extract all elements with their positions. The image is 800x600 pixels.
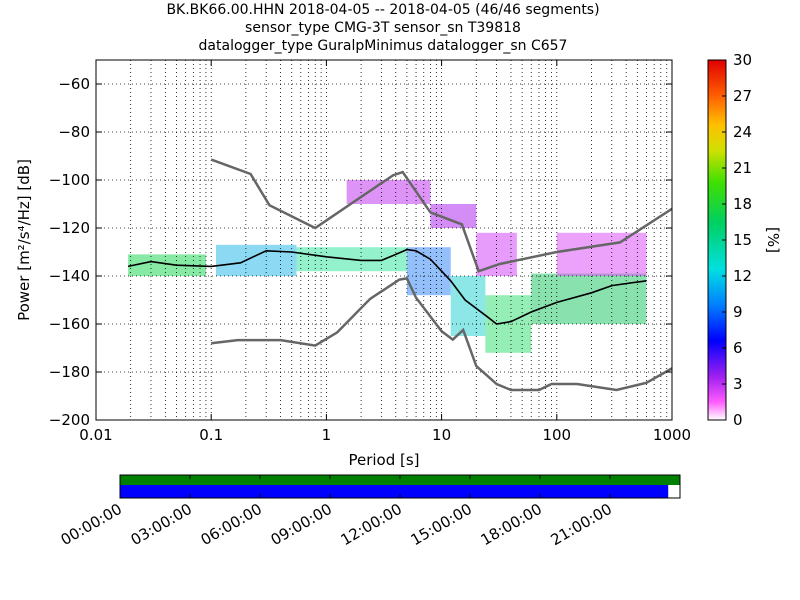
chart-title-line-2: sensor_type CMG-3T sensor_sn T39818 (245, 20, 521, 36)
plot-frame (95, 59, 673, 421)
x-axis-label: Period [s] (348, 451, 419, 469)
y-tick-label: −140 (49, 267, 90, 285)
timeline-time-label: 03:00:00 (128, 500, 195, 549)
y-tick-label: −120 (49, 219, 90, 237)
colorbar-tick-label: 15 (733, 231, 752, 249)
density-band (215, 244, 297, 276)
colorbar-tick-label: 21 (733, 159, 752, 177)
low-noise-model-line (211, 277, 672, 392)
timeline-top-bar (120, 475, 680, 485)
x-tick-label: 1 (322, 426, 332, 444)
timeline-time-label: 00:00:00 (58, 500, 125, 549)
colorbar-tick-label: 3 (733, 375, 743, 393)
x-tick-label: 0.1 (199, 426, 223, 444)
timeline-time-label: 18:00:00 (478, 500, 545, 549)
high-noise-model-line (210, 158, 672, 273)
timeline-time-label: 09:00:00 (268, 500, 335, 549)
density-band (450, 276, 486, 336)
timeline-time-label: 15:00:00 (408, 500, 475, 549)
x-tick-label: 10 (432, 426, 451, 444)
colorbar-tick-label: 27 (733, 87, 752, 105)
x-axis-ticks: 0.01 0.1 1 10 100 1000 (79, 60, 691, 444)
mode-line (127, 248, 647, 325)
colorbar-tick-label: 12 (733, 267, 752, 285)
y-tick-label: −180 (49, 363, 90, 381)
density-band (406, 247, 451, 296)
chart-title-line-1: BK.BK66.00.HHN 2018-04-05 -- 2018-04-05 … (166, 2, 600, 18)
colorbar-tick-label: 9 (733, 303, 743, 321)
colorbar-tick-label: 0 (733, 411, 743, 429)
y-tick-label: −80 (58, 123, 90, 141)
density-band (556, 232, 647, 276)
timeline-time-label: 21:00:00 (548, 500, 615, 549)
colorbar-tick-label: 30 (733, 51, 752, 69)
data-coverage-timeline: 00:00:00 03:00:00 06:00:00 09:00:00 12:00:00… (58, 474, 681, 549)
y-tick-label: −100 (49, 171, 90, 189)
y-tick-label: −60 (58, 75, 90, 93)
timeline-time-label: 12:00:00 (338, 500, 405, 549)
chart-title-line-3: datalogger_type GuralpMinimus datalogger… (198, 38, 568, 54)
y-tick-label: −160 (49, 315, 90, 333)
density-band (531, 273, 647, 324)
colorbar-tick-label: 6 (733, 339, 743, 357)
y-tick-label: −200 (49, 411, 90, 429)
x-tick-label: 1000 (653, 426, 691, 444)
y-axis-ticks: −60 −80 −100 −120 −140 −160 −180 −200 (49, 75, 672, 429)
density-band (128, 254, 206, 276)
y-axis-label: Power [m²/s⁴/Hz] [dB] (15, 159, 33, 321)
noise-model-curves (127, 158, 672, 392)
colorbar-label: [%] (764, 227, 782, 253)
colorbar-tick-label: 24 (733, 123, 752, 141)
colorbar-tick-label: 18 (733, 195, 752, 213)
colorbar-ticks: 0 3 6 9 12 15 18 21 24 27 30 (722, 51, 752, 429)
x-tick-label: 0.01 (79, 426, 112, 444)
x-tick-label: 100 (542, 426, 571, 444)
timeline-time-label: 06:00:00 (198, 500, 265, 549)
timeline-coverage-bar (120, 485, 669, 498)
